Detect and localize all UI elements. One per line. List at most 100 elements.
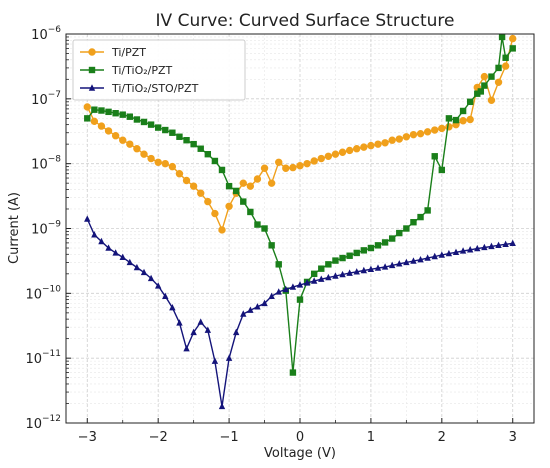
data-point [459,247,467,254]
data-point [403,258,410,266]
data-point [431,153,438,160]
y-axis-label: Current (A) [7,192,22,264]
data-point [296,296,304,303]
data-point [232,187,240,195]
data-point [240,310,247,317]
legend-item: Ti/TiO₂/PZT [80,64,173,77]
data-point [133,145,141,153]
data-point [211,357,219,364]
data-point [480,72,489,81]
data-point [346,252,353,259]
data-point [303,159,311,168]
data-point [353,268,360,275]
data-point [147,154,155,163]
x-axis: −3 −2 −1 0 1 2 3 [78,418,517,445]
data-point [197,318,204,325]
grid [66,33,534,424]
data-point [303,279,311,286]
data-point [254,221,261,228]
data-point [105,108,112,116]
data-point [494,78,503,86]
data-point [374,140,382,148]
data-point [424,207,431,214]
data-point [431,126,439,134]
legend-item: Ti/PZT [80,46,146,59]
data-point [119,253,126,260]
data-point [423,128,432,136]
data-point [282,164,290,172]
data-point [477,88,485,95]
data-point [168,162,177,171]
data-point [459,107,467,115]
data-point [395,135,403,143]
legend-label: Ti/PZT [111,46,146,59]
data-point [162,126,169,134]
data-point [91,231,98,238]
data-point [481,243,488,251]
data-point [402,133,411,141]
data-point [140,150,148,158]
data-point [310,157,318,165]
data-point [388,235,396,242]
data-point [396,229,403,237]
y-tick-label: 10−6 [31,25,61,43]
data-point [381,263,389,270]
data-point [339,254,346,262]
data-point [218,226,226,234]
data-point [459,116,467,125]
data-point [367,244,375,252]
data-point [289,283,297,290]
data-point [169,129,176,136]
legend-swatch-marker [88,84,96,91]
data-point [98,237,105,245]
data-point [218,166,226,174]
x-tick-label: 0 [296,430,304,445]
data-point [289,369,297,376]
data-point [119,136,127,144]
data-point [509,45,516,52]
data-point [474,244,481,252]
data-point [501,62,510,70]
data-point [261,299,268,307]
data-point [275,158,283,166]
data-point [154,158,162,166]
data-point [247,208,254,216]
y-axis: 10−12 10−11 10−10 10−9 10−8 10−7 10−6 [25,25,71,432]
data-point [410,257,417,264]
data-point [218,402,226,410]
data-point [204,326,212,333]
data-point [495,241,502,249]
data-point [296,281,304,288]
data-point [154,124,162,131]
data-point [126,140,134,148]
data-point [246,182,255,190]
series-layer [83,33,517,410]
data-point [452,116,460,124]
data-point [260,164,269,172]
data-point [176,319,183,326]
data-point [416,129,425,138]
data-point [176,133,183,140]
legend-swatch-marker [88,48,96,56]
data-point [211,157,219,165]
x-tick-label: −3 [78,430,97,445]
data-point [140,268,148,276]
data-point [211,209,219,218]
data-point [197,145,204,152]
x-tick-label: 2 [438,430,446,445]
data-point [204,197,212,206]
y-tick-label: 10−8 [31,155,61,173]
data-point [133,263,141,271]
data-point [410,219,417,226]
x-axis-label: Voltage (V) [264,446,336,461]
data-point [105,244,112,251]
data-point [367,265,375,272]
data-point [466,98,474,105]
data-point [445,249,453,257]
data-point [268,292,275,299]
data-point [396,260,403,267]
x-tick-label: −1 [220,430,239,445]
data-point [438,124,446,133]
data-point [318,275,325,282]
data-point [254,303,261,310]
